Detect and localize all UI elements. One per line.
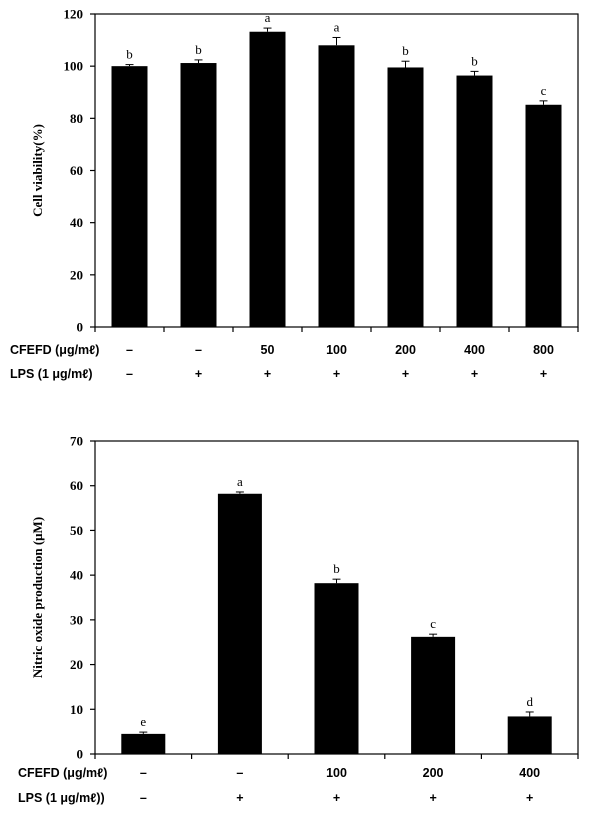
- treatment-row-label: CFEFD (μg/mℓ): [10, 343, 99, 357]
- y-tick-label: 30: [70, 612, 83, 627]
- treatment-cell: +: [264, 367, 271, 381]
- y-tick-label: 50: [70, 523, 83, 538]
- y-tick-label: 20: [70, 267, 83, 282]
- significance-letter: e: [140, 714, 146, 729]
- y-tick-label: 20: [70, 657, 83, 672]
- bar: [217, 493, 262, 754]
- treatment-cell: 400: [464, 343, 485, 357]
- bar: [314, 583, 359, 754]
- y-tick-label: 120: [64, 7, 84, 22]
- bar: [411, 636, 456, 754]
- treatment-cell: 100: [326, 343, 347, 357]
- treatment-cell: +: [333, 367, 340, 381]
- treatment-cell: +: [526, 791, 533, 805]
- y-axis-label: Cell viability(%): [30, 124, 45, 217]
- significance-letter: b: [402, 43, 409, 58]
- treatment-cell: 400: [519, 766, 540, 780]
- treatment-cell: +: [471, 367, 478, 381]
- significance-letter: c: [541, 83, 547, 98]
- y-tick-label: 70: [70, 434, 83, 449]
- significance-letter: b: [195, 42, 202, 57]
- y-tick-label: 100: [64, 59, 84, 74]
- bar: [180, 63, 217, 327]
- treatment-row-label: CFEFD (μg/mℓ): [18, 766, 107, 780]
- significance-letter: c: [430, 616, 436, 631]
- y-tick-label: 0: [77, 320, 84, 335]
- y-tick-label: 60: [70, 163, 83, 178]
- bar: [525, 104, 562, 328]
- significance-letter: b: [126, 47, 133, 62]
- treatment-cell: +: [195, 367, 202, 381]
- bar: [456, 75, 493, 327]
- y-tick-label: 10: [70, 702, 83, 717]
- treatment-cell: +: [540, 367, 547, 381]
- bar: [249, 31, 286, 328]
- treatment-cell: –: [195, 343, 202, 357]
- treatment-cell: –: [140, 766, 147, 780]
- y-tick-label: 0: [77, 747, 84, 762]
- bar: [111, 66, 148, 328]
- treatment-row-label: LPS (1 μg/mℓ)): [18, 791, 105, 805]
- treatment-cell: –: [126, 367, 133, 381]
- treatment-cell: 200: [423, 766, 444, 780]
- treatment-cell: +: [429, 791, 436, 805]
- treatment-cell: +: [402, 367, 409, 381]
- bar: [507, 716, 552, 754]
- significance-letter: b: [333, 561, 340, 576]
- treatment-cell: –: [140, 791, 147, 805]
- cell-viability-chart: 0 20 40 60 80 100 120 Cell viability(%) b b a a b b c C…: [10, 7, 579, 381]
- significance-letter: b: [471, 53, 478, 68]
- treatment-cell: +: [333, 791, 340, 805]
- treatment-cell: 200: [395, 343, 416, 357]
- bar: [121, 733, 166, 754]
- treatment-row-label: LPS (1 μg/mℓ): [10, 367, 93, 381]
- significance-letter: a: [334, 19, 340, 34]
- significance-letter: d: [526, 694, 533, 709]
- significance-letter: a: [265, 10, 271, 25]
- y-tick-label: 40: [70, 215, 83, 230]
- treatment-cell: 800: [533, 343, 554, 357]
- bar: [387, 67, 424, 328]
- bar: [318, 45, 355, 328]
- treatment-cell: +: [236, 791, 243, 805]
- y-tick-label: 60: [70, 478, 83, 493]
- treatment-cell: 100: [326, 766, 347, 780]
- y-tick-label: 80: [70, 111, 83, 126]
- nitric-oxide-chart: 0 10 20 30 40 50 60 70 Nitric oxide production (…: [18, 434, 579, 805]
- y-tick-label: 40: [70, 568, 83, 583]
- treatment-cell: –: [126, 343, 133, 357]
- treatment-cell: 50: [261, 343, 275, 357]
- treatment-cell: –: [236, 766, 243, 780]
- y-axis-label: Nitric oxide production (μM): [30, 517, 45, 678]
- significance-letter: a: [237, 474, 243, 489]
